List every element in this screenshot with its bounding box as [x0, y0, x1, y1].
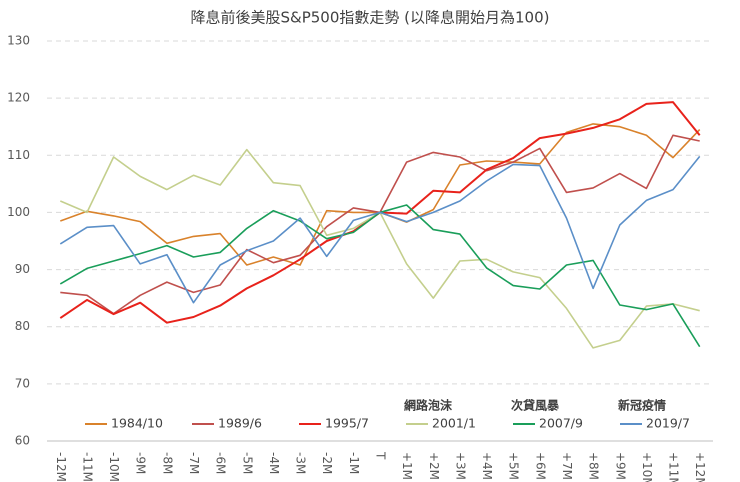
legend-note: 新冠疫情: [618, 398, 666, 413]
x-tick-label: -3M: [294, 452, 308, 474]
x-tick-label: +12M: [693, 452, 707, 482]
x-tick-label: +7M: [560, 452, 574, 480]
x-tick-label: -4M: [267, 452, 281, 474]
y-tick-label: 90: [15, 262, 30, 276]
legend-label: 2007/9: [539, 416, 583, 431]
series-line: [60, 134, 700, 315]
x-tick-label: +11M: [667, 452, 681, 482]
x-tick-label: +4M: [480, 452, 494, 480]
legend-label: 1995/7: [325, 416, 369, 431]
legend-label: 2001/1: [432, 416, 476, 431]
y-tick-label: 80: [15, 319, 30, 333]
y-tick-label: 120: [7, 91, 30, 105]
x-tick-label: -7M: [187, 452, 201, 474]
legend-note: 網路泡沫: [404, 398, 453, 413]
y-tick-label: 60: [15, 434, 30, 448]
series-line: [59, 155, 701, 304]
x-tick-label: -1M: [347, 452, 361, 474]
series-line: [59, 204, 701, 348]
x-tick-label: -12M: [54, 452, 68, 482]
y-tick-label: 100: [7, 205, 30, 219]
x-tick-label: T: [374, 451, 388, 460]
x-tick-label: -2M: [320, 452, 334, 474]
x-tick-label: +8M: [587, 452, 601, 480]
x-tick-label: +5M: [507, 452, 521, 480]
x-tick-label: -5M: [240, 452, 254, 474]
x-tick-label: -10M: [107, 452, 121, 482]
y-tick-label: 70: [15, 376, 30, 390]
x-tick-label: +9M: [613, 452, 627, 480]
x-tick-label: +6M: [533, 452, 547, 480]
x-tick-label: +2M: [427, 452, 441, 480]
x-tick-label: +3M: [453, 452, 467, 480]
x-tick-label: -9M: [134, 452, 148, 474]
chart-title: 降息前後美股S&P500指數走勢 (以降息開始月為100): [191, 9, 550, 27]
legend-note: 次貸風暴: [511, 398, 560, 413]
legend-label: 1984/10: [111, 416, 163, 431]
legend-label: 1989/6: [218, 416, 262, 431]
x-tick-label: -6M: [214, 452, 228, 474]
legend-label: 2019/7: [646, 416, 690, 431]
x-tick-label: -11M: [80, 452, 94, 482]
x-tick-label: +10M: [640, 452, 654, 482]
x-tick-label: +1M: [400, 452, 414, 480]
y-tick-label: 130: [7, 34, 30, 48]
series-line: [60, 123, 701, 266]
y-tick-label: 110: [7, 148, 30, 162]
x-tick-label: -8M: [160, 452, 174, 474]
